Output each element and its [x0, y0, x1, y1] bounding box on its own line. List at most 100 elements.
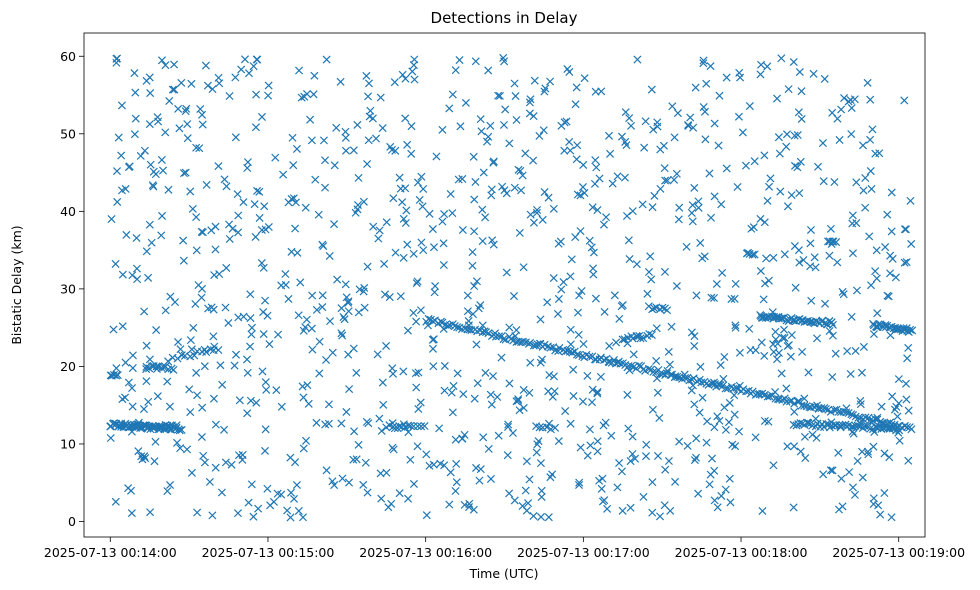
clutter-point	[147, 238, 156, 247]
clutter-point	[835, 135, 844, 144]
clutter-point	[601, 418, 610, 427]
clutter-point	[840, 94, 849, 103]
clutter-point	[222, 182, 231, 191]
clutter-point	[337, 304, 346, 313]
clutter-point	[161, 61, 170, 70]
clutter-point	[672, 169, 681, 178]
clutter-point	[779, 325, 789, 334]
clutter-point	[642, 440, 651, 449]
clutter-point	[181, 168, 190, 177]
clutter-point	[778, 333, 787, 342]
clutter-point	[201, 61, 210, 70]
clutter-point	[208, 85, 217, 94]
clutter-point	[257, 112, 266, 121]
clutter-point	[377, 494, 386, 503]
clutter-point	[687, 328, 696, 337]
clutter-point	[812, 433, 821, 442]
clutter-point	[481, 213, 490, 222]
clutter-point	[787, 330, 796, 340]
clutter-point	[549, 204, 558, 213]
clutter-point	[362, 417, 371, 426]
clutter-point	[760, 151, 769, 160]
clutter-point	[672, 281, 681, 291]
clutter-point	[157, 56, 166, 65]
track-point	[175, 426, 184, 435]
clutter-point	[185, 385, 194, 394]
track-point	[424, 314, 433, 323]
clutter-point	[499, 120, 508, 130]
clutter-point	[258, 367, 267, 376]
clutter-point	[352, 455, 361, 464]
clutter-point	[260, 446, 270, 455]
clutter-point	[308, 291, 317, 300]
clutter-point	[828, 466, 837, 475]
clutter-point	[216, 361, 225, 370]
clutter-point	[903, 354, 912, 363]
track-point	[546, 343, 555, 352]
clutter-point	[510, 183, 519, 192]
clutter-point	[211, 245, 220, 254]
clutter-point	[660, 267, 669, 276]
clutter-point	[439, 239, 448, 248]
track-point	[778, 395, 787, 405]
clutter-point	[834, 505, 844, 514]
clutter-point	[149, 167, 158, 176]
clutter-point	[408, 67, 417, 76]
clutter-point	[359, 480, 368, 489]
clutter-point	[702, 438, 711, 447]
clutter-point	[652, 356, 661, 365]
track-point	[881, 321, 890, 330]
clutter-point	[626, 457, 635, 466]
track-point	[658, 303, 667, 312]
clutter-point	[221, 458, 230, 467]
clutter-point	[375, 414, 384, 423]
clutter-point	[640, 143, 649, 152]
clutter-point	[363, 159, 372, 169]
clutter-point	[341, 146, 350, 155]
clutter-point	[625, 114, 634, 123]
track-point	[827, 318, 836, 327]
clutter-point	[307, 324, 316, 333]
clutter-point	[291, 198, 300, 207]
clutter-point	[773, 94, 782, 103]
clutter-point	[205, 477, 214, 486]
clutter-point	[234, 228, 243, 237]
clutter-point	[246, 314, 255, 323]
clutter-point	[330, 161, 339, 170]
clutter-point	[789, 503, 798, 512]
clutter-point	[769, 461, 778, 470]
clutter-point	[700, 107, 709, 116]
clutter-point	[902, 395, 911, 404]
clutter-point	[399, 214, 408, 223]
clutter-point	[495, 91, 504, 100]
clutter-point	[304, 399, 313, 408]
clutter-point	[604, 131, 614, 140]
clutter-point	[145, 220, 154, 229]
clutter-point	[438, 125, 447, 134]
clutter-point	[188, 204, 197, 213]
clutter-point	[324, 400, 333, 409]
clutter-point	[235, 396, 244, 405]
clutter-point	[477, 127, 486, 136]
clutter-point	[606, 149, 615, 158]
clutter-point	[774, 133, 783, 142]
clutter-point	[252, 398, 261, 407]
clutter-point	[540, 188, 549, 197]
clutter-point	[308, 345, 317, 354]
clutter-point	[309, 90, 318, 99]
clutter-point	[617, 132, 627, 141]
x-tick-label: 2025-07-13 00:17:00	[517, 545, 650, 560]
clutter-point	[688, 201, 697, 210]
clutter-point	[648, 508, 657, 517]
clutter-point	[537, 486, 546, 495]
clutter-point	[532, 208, 541, 217]
clutter-point	[413, 442, 422, 451]
track-point	[616, 359, 625, 368]
clutter-point	[422, 450, 431, 459]
clutter-point	[136, 151, 145, 160]
clutter-point	[670, 175, 679, 184]
clutter-point	[665, 360, 674, 369]
clutter-point	[884, 292, 893, 301]
track-point	[877, 424, 886, 433]
clutter-point	[573, 308, 583, 317]
